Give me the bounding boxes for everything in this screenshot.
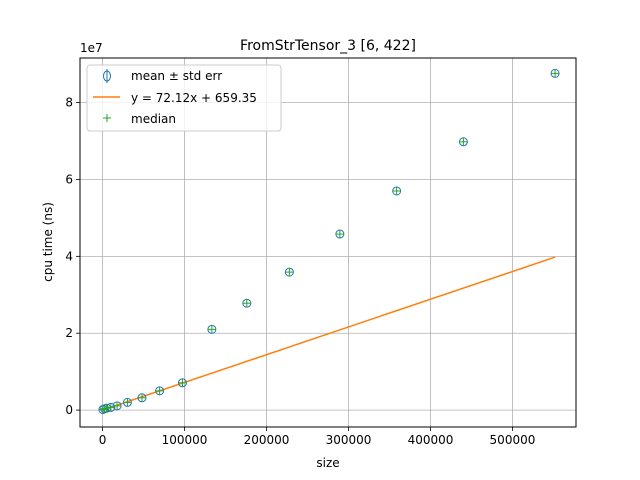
median-point xyxy=(207,325,216,334)
legend-circle-icon xyxy=(103,70,111,82)
chart-title: FromStrTensor_3 [6, 422] xyxy=(240,38,416,54)
x-tick-label: 400000 xyxy=(408,433,454,447)
median-point xyxy=(335,230,344,239)
x-tick-label: 200000 xyxy=(244,433,290,447)
median-point xyxy=(100,404,109,413)
y-tick-label: 0 xyxy=(65,403,73,417)
y-axis-label: cpu time (ns) xyxy=(41,202,55,282)
y-offset-label: 1e7 xyxy=(80,41,103,55)
y-tick-label: 4 xyxy=(65,249,73,263)
y-tick-label: 2 xyxy=(65,326,73,340)
median-point xyxy=(106,403,115,412)
y-tick-label: 6 xyxy=(65,172,73,186)
median-point xyxy=(137,393,146,402)
legend-label-median: median xyxy=(131,112,176,126)
median-point xyxy=(102,404,111,413)
plot-frame xyxy=(79,57,577,428)
legend-icons xyxy=(93,69,120,122)
median-point xyxy=(459,137,468,146)
x-tick-label: 300000 xyxy=(326,433,372,447)
median-point xyxy=(242,299,251,308)
x-tick-label: 500000 xyxy=(490,433,536,447)
legend-label-fit: y = 72.12x + 659.35 xyxy=(131,91,257,105)
median-point xyxy=(392,186,401,195)
x-axis-label: size xyxy=(316,456,339,470)
median-point xyxy=(178,378,187,387)
legend-label-mean: mean ± std err xyxy=(131,69,222,83)
y-tick-label: 8 xyxy=(65,96,73,110)
median-point xyxy=(113,401,122,410)
x-tick-label: 100000 xyxy=(162,433,208,447)
legend-box xyxy=(86,64,282,132)
median-point xyxy=(551,69,560,78)
fit-line xyxy=(102,256,556,411)
median-point xyxy=(98,405,107,414)
median-point xyxy=(285,268,294,277)
median-point xyxy=(155,386,164,395)
legend: mean ± std err y = 72.12x + 659.35 media… xyxy=(86,64,282,132)
median-point xyxy=(123,398,132,407)
plot-marks xyxy=(98,68,560,415)
x-tick-label: 0 xyxy=(99,433,107,447)
axis-ticks: 0 100000 200000 300000 400000 500000 0 2 4 6 8 xyxy=(65,96,535,447)
